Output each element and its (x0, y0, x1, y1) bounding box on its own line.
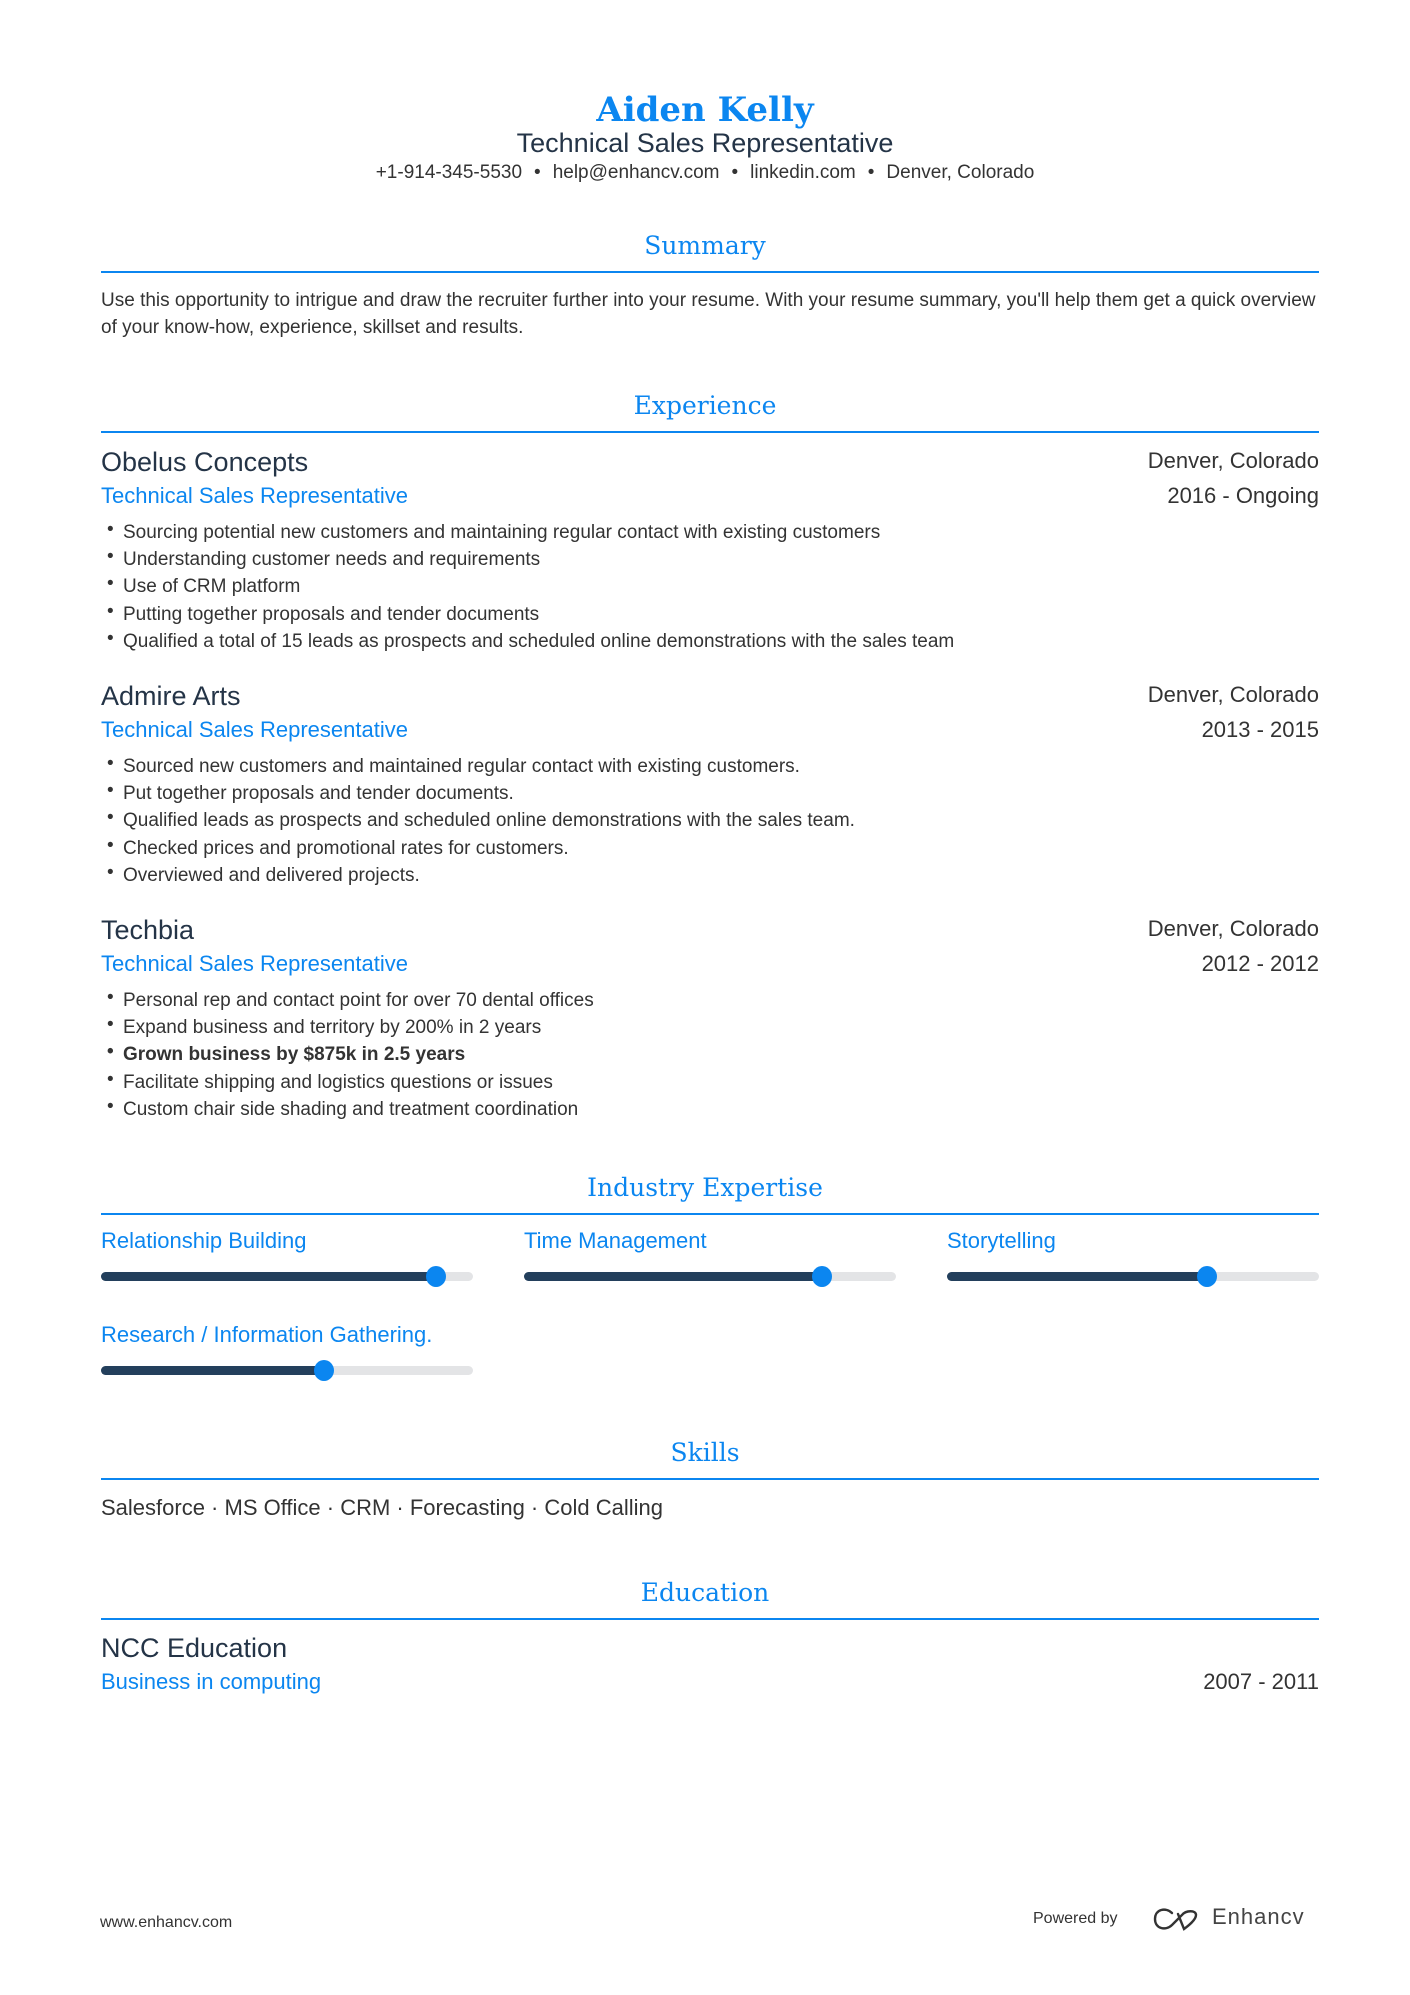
bullet-item: Custom chair side shading and treatment … (101, 1093, 594, 1123)
level-fill (101, 1272, 436, 1281)
education-dates: 2007 - 2011 (1203, 1669, 1319, 1694)
level-knob (314, 1360, 335, 1381)
expertise-label: Storytelling (947, 1228, 1056, 1253)
expertise-label: Relationship Building (101, 1228, 307, 1253)
expertise-level-bar (947, 1266, 1319, 1287)
divider (101, 271, 1319, 273)
level-knob (425, 1266, 446, 1287)
expertise-label: Research / Information Gathering. (101, 1322, 433, 1347)
expertise-level-bar (524, 1266, 896, 1287)
bullet-item: Grown business by $875k in 2.5 years (101, 1038, 594, 1068)
expertise-label: Time Management (524, 1228, 707, 1253)
level-fill (101, 1366, 325, 1375)
section-heading-education: Education (640, 1578, 770, 1607)
bullet-item: Sourcing potential new customers and mai… (101, 516, 954, 546)
enhancv-logo-icon (1153, 1908, 1198, 1931)
school-name: NCC Education (101, 1633, 288, 1663)
job-role: Technical Sales Representative (101, 717, 408, 742)
job-role: Technical Sales Representative (101, 951, 408, 976)
skills-list: Salesforce · MS Office · CRM · Forecasti… (101, 1495, 663, 1520)
bullet-item: Qualified leads as prospects and schedul… (101, 804, 855, 834)
bullet-item: Sourced new customers and maintained reg… (101, 750, 855, 780)
bullet-item: Facilitate shipping and logistics questi… (101, 1066, 594, 1096)
bullet-item: Put together proposals and tender docume… (101, 777, 855, 807)
footer-website[interactable]: www.enhancv.com (100, 1914, 233, 1931)
divider (101, 1618, 1319, 1620)
level-fill (947, 1272, 1208, 1281)
location: Denver, Colorado (886, 162, 1035, 183)
company-name: Obelus Concepts (101, 447, 309, 477)
summary-text: Use this opportunity to intrigue and dra… (101, 290, 1316, 338)
enhancv-brand: Enhancv (1212, 1904, 1305, 1929)
bullet-item: Overviewed and delivered projects. (101, 859, 855, 889)
contact-info: +1-914-345-5530 • help@enhancv.com • linkedi… (375, 162, 1035, 183)
bullet-item: Qualified a total of 15 leads as prospec… (101, 625, 954, 655)
company-name: Admire Arts (101, 681, 241, 711)
job-location: Denver, Colorado (1147, 682, 1319, 707)
job-bullets: Sourcing potential new customers and mai… (101, 516, 954, 655)
job-dates: 2013 - 2015 (1201, 717, 1319, 742)
bullet-item: Use of CRM platform (101, 570, 954, 600)
divider (101, 1478, 1319, 1480)
company-name: Techbia (101, 915, 195, 945)
email-link[interactable]: help@enhancv.com (552, 162, 720, 183)
bullet-item: Understanding customer needs and require… (101, 543, 954, 573)
job-bullets: Personal rep and contact point for over … (101, 984, 594, 1123)
divider (101, 431, 1319, 433)
powered-by: Powered by (1033, 1910, 1118, 1927)
level-knob (811, 1266, 832, 1287)
job-location: Denver, Colorado (1147, 916, 1319, 941)
bullet-item: Expand business and territory by 200% in… (101, 1011, 594, 1041)
candidate-title: Technical Sales Representative (516, 128, 894, 158)
divider (101, 1213, 1319, 1215)
bullet-item: Personal rep and contact point for over … (101, 984, 594, 1014)
expertise-level-bar (101, 1266, 473, 1287)
level-fill (524, 1272, 822, 1281)
candidate-name: Aiden Kelly (596, 90, 814, 130)
job-location: Denver, Colorado (1147, 448, 1319, 473)
job-bullets: Sourced new customers and maintained reg… (101, 750, 855, 889)
linkedin-link[interactable]: linkedin.com (750, 162, 856, 183)
bullet-item: Putting together proposals and tender do… (101, 598, 954, 628)
section-heading-experience: Experience (633, 391, 777, 420)
level-knob (1197, 1266, 1218, 1287)
section-heading-skills: Skills (670, 1438, 740, 1467)
job-role: Technical Sales Representative (101, 483, 408, 508)
section-heading-summary: Summary (644, 231, 766, 260)
degree: Business in computing (101, 1669, 322, 1694)
bullet-item: Checked prices and promotional rates for… (101, 832, 855, 862)
job-dates: 2012 - 2012 (1201, 951, 1319, 976)
section-heading-expertise: Industry Expertise (587, 1173, 823, 1202)
expertise-level-bar (101, 1360, 473, 1381)
job-dates: 2016 - Ongoing (1167, 483, 1319, 508)
phone: +1-914-345-5530 (375, 162, 523, 183)
